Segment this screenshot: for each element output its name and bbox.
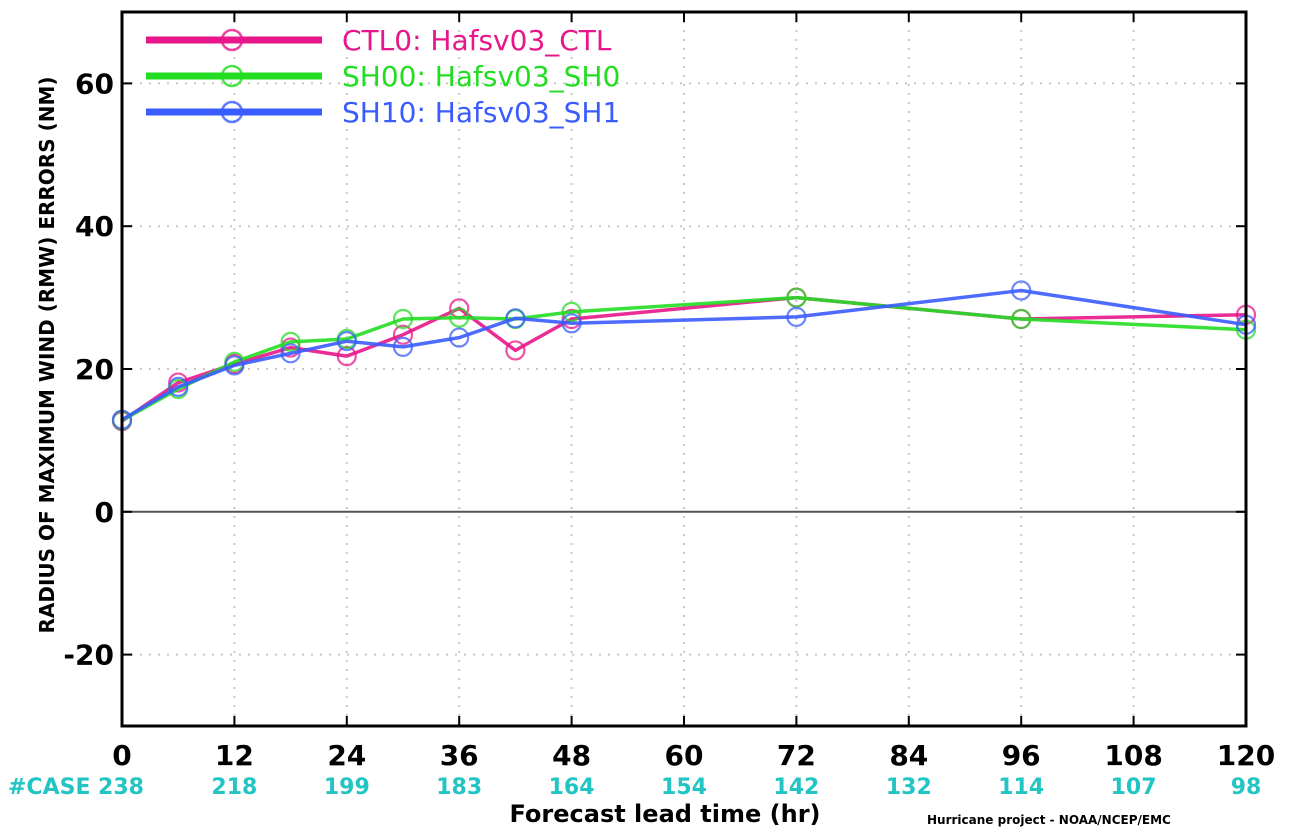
y-tick-label: 40 [75, 210, 114, 243]
legend-label: CTL0: Hafsv03_CTL [342, 24, 612, 57]
x-tick-label: 84 [889, 739, 928, 772]
case-count: 238 [98, 775, 144, 800]
y-tick-label: 20 [75, 353, 114, 386]
data-point [280, 343, 301, 364]
case-count: 164 [549, 775, 595, 800]
case-count: 154 [661, 775, 707, 800]
series-lines [111, 280, 1257, 432]
x-tick-label: 12 [215, 739, 254, 772]
credit-text: Hurricane project - NOAA/NCEP/EMC [927, 813, 1171, 827]
data-point [449, 307, 470, 328]
case-count: 107 [1111, 775, 1157, 800]
y-axis-label: RADIUS OF MAXIMUM WIND (RMW) ERRORS (NM) [35, 77, 59, 634]
data-point [561, 313, 582, 334]
data-point [1011, 308, 1032, 330]
x-tick-label: 0 [112, 739, 131, 772]
legend-label: SH10: Hafsv03_SH1 [342, 96, 620, 129]
case-count: 114 [998, 775, 1044, 800]
data-point [505, 308, 526, 329]
grid [122, 12, 1246, 726]
series-3 [111, 280, 1257, 430]
case-count: 98 [1231, 775, 1262, 800]
data-point [336, 331, 357, 352]
x-tick-label: 72 [777, 739, 816, 772]
x-axis-label: Forecast lead time (hr) [510, 800, 821, 828]
data-point [561, 301, 582, 322]
axis-ticks: 0 238 12 218 24 199 36 183 48 164 60 154 72 142 84 132 9… [63, 12, 1275, 800]
x-tick-label: 24 [327, 739, 366, 772]
data-point [392, 336, 414, 357]
x-tick-label: 120 [1217, 739, 1275, 772]
data-point [280, 331, 301, 352]
y-tick-label: -20 [63, 639, 114, 672]
x-tick-label: 108 [1104, 739, 1162, 772]
data-point [786, 306, 807, 327]
data-point [224, 355, 245, 376]
legend-marker [220, 100, 244, 124]
data-point [280, 337, 301, 358]
x-tick-label: 60 [665, 739, 704, 772]
y-tick-label: 0 [95, 496, 114, 529]
series-line [121, 295, 1247, 422]
case-count: 199 [324, 775, 370, 800]
data-point [449, 327, 470, 348]
case-count: 183 [436, 775, 482, 800]
x-tick-label: 48 [552, 739, 591, 772]
data-point [392, 324, 414, 345]
legend-label: SH00: Hafsv03_SH0 [342, 60, 620, 93]
data-point [168, 376, 189, 397]
x-tick-label: 36 [440, 739, 479, 772]
data-point [786, 287, 807, 308]
series-line [121, 295, 1247, 423]
data-point [1011, 280, 1032, 301]
y-tick-label: 60 [75, 67, 114, 100]
data-point [505, 340, 526, 361]
case-count: 142 [773, 775, 819, 800]
x-tick-label: 96 [1002, 739, 1041, 772]
legend-marker [220, 64, 244, 88]
case-count: 218 [211, 775, 257, 800]
case-count: 132 [886, 775, 932, 800]
case-count-label: #CASE [8, 775, 90, 800]
legend-marker [220, 28, 244, 52]
data-point [392, 308, 414, 330]
